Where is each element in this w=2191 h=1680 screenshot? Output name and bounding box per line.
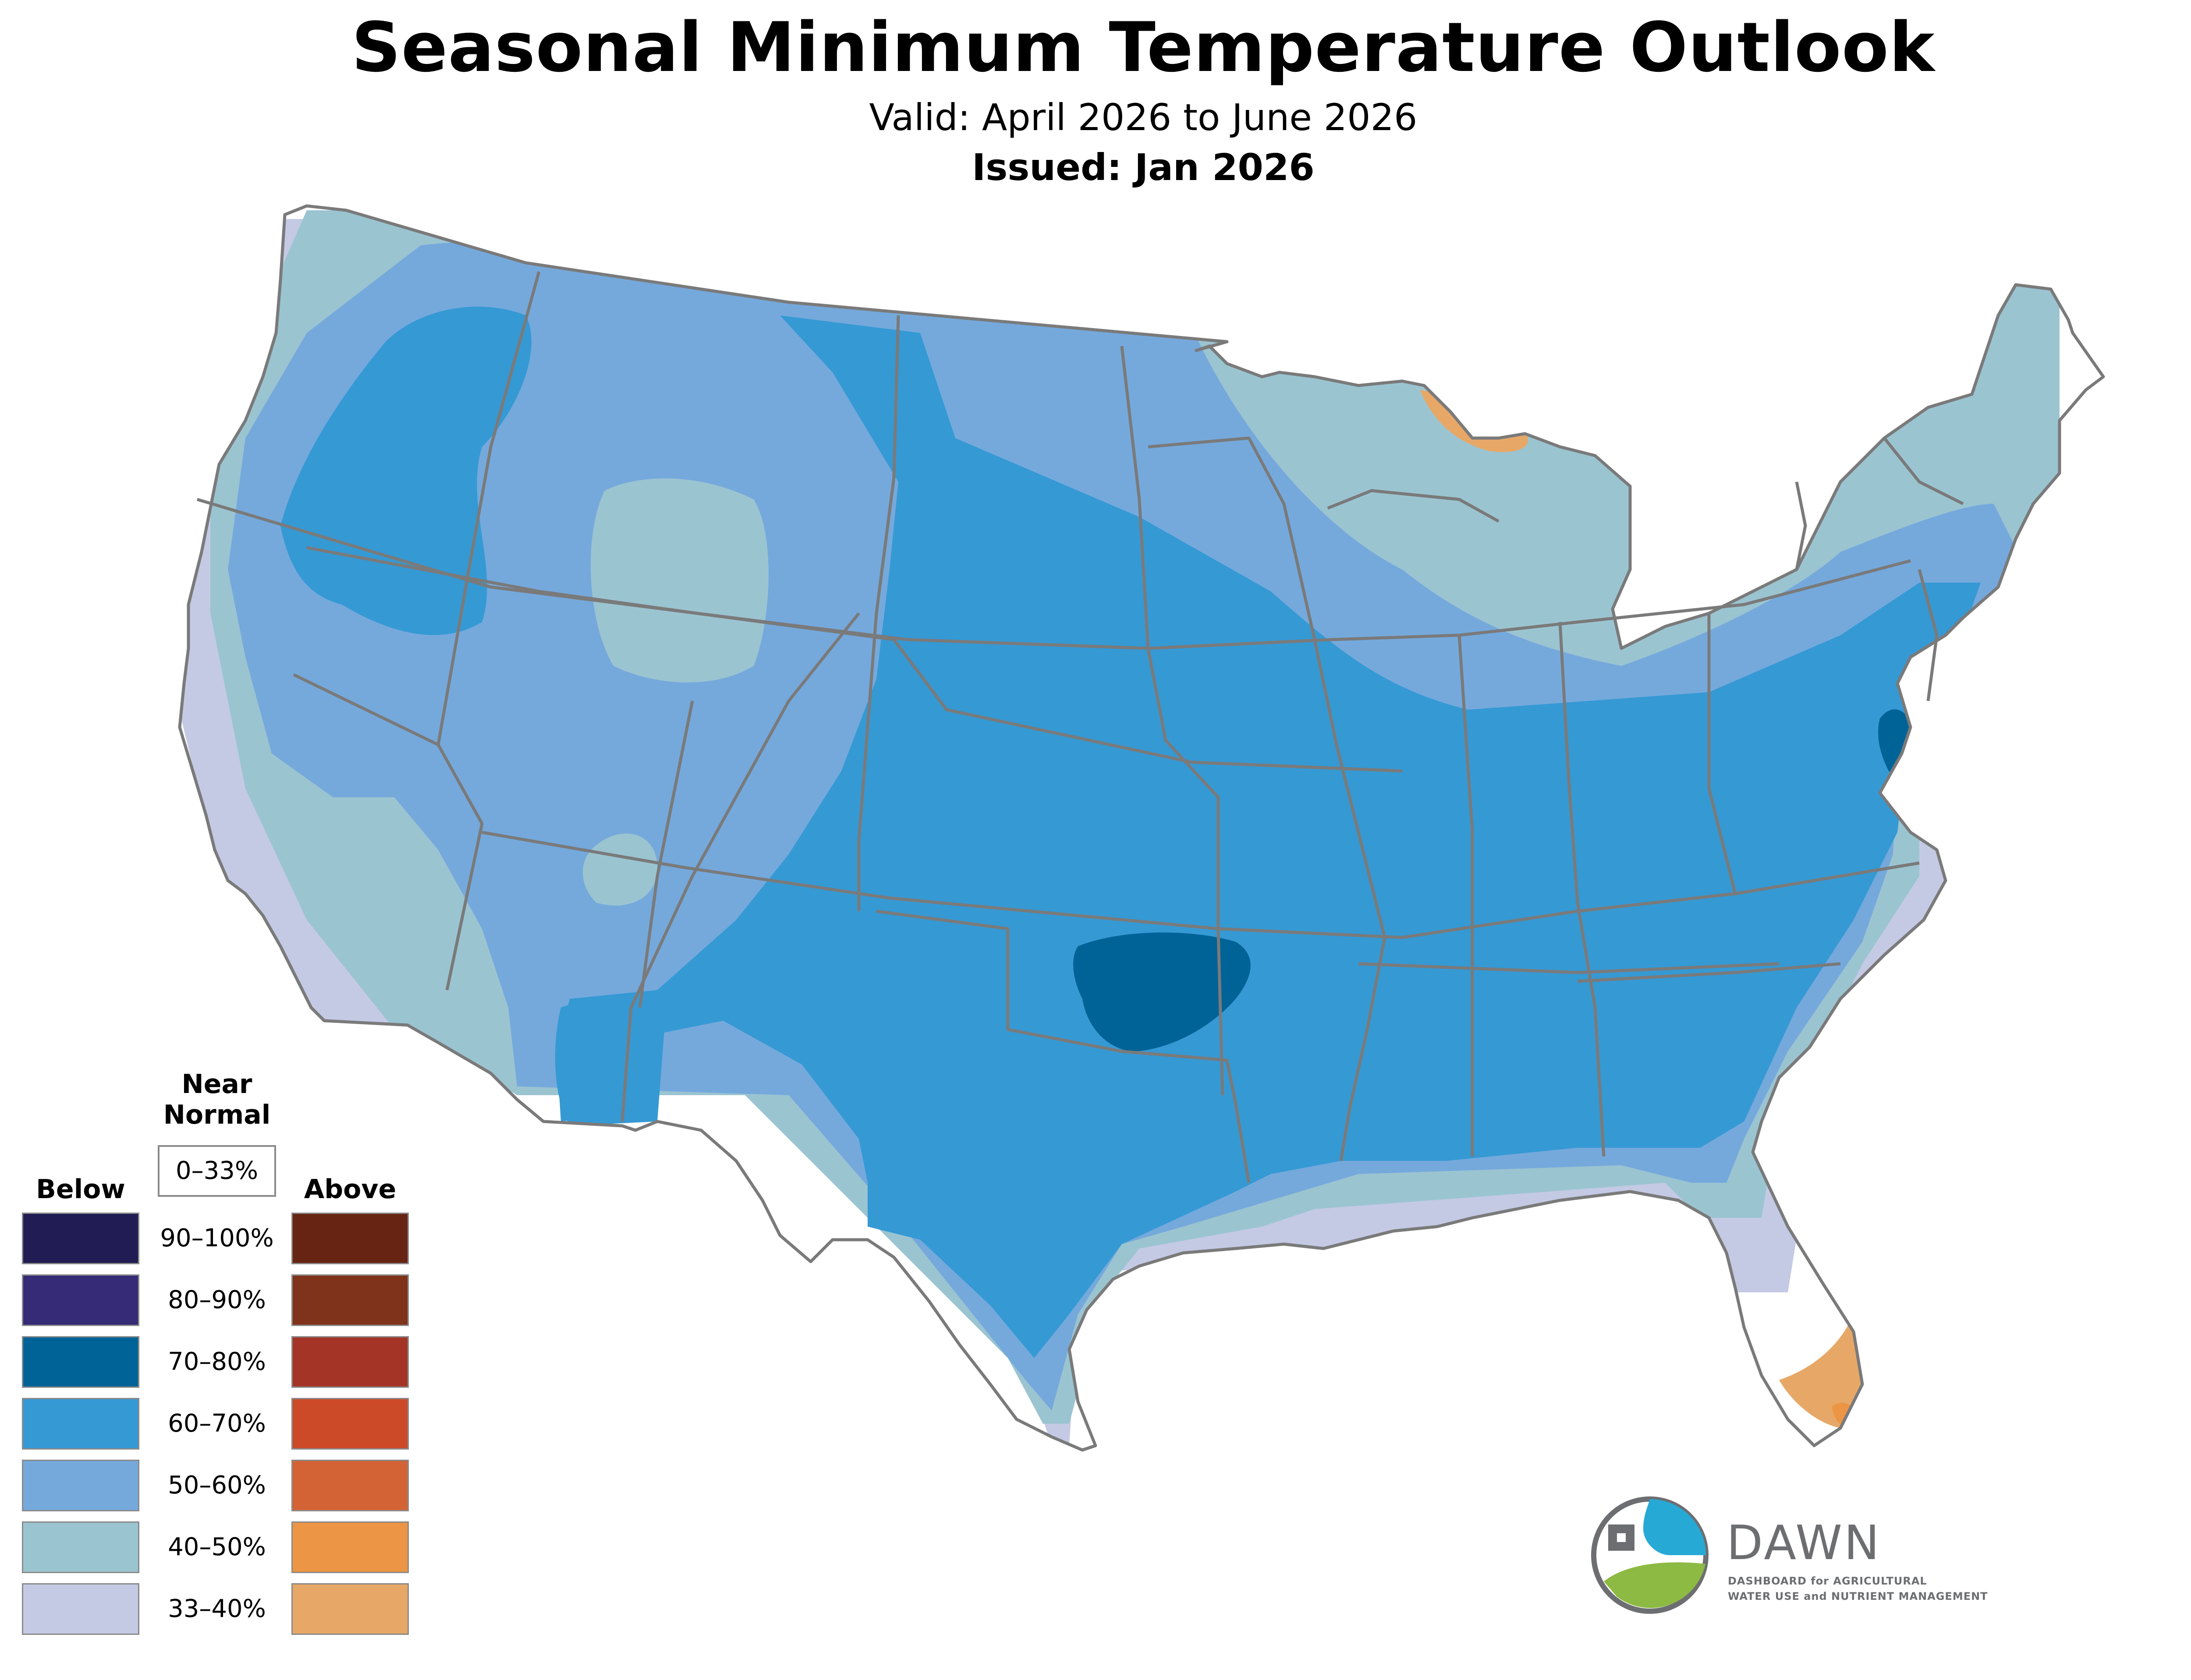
legend-range-60-70: 60–70%: [168, 1409, 266, 1438]
legend-below-swatch-50-60: [22, 1460, 139, 1511]
legend-range-90-100: 90–100%: [160, 1224, 274, 1252]
zone-wyoming-40-50: [590, 478, 769, 683]
logo-tagline-1: DASHBOARD for AGRICULTURAL: [1728, 1575, 1927, 1587]
valid-period: Valid: April 2026 to June 2026: [869, 96, 1418, 139]
legend-range-80-90: 80–90%: [168, 1286, 266, 1314]
dawn-logo: DAWN DASHBOARD for AGRICULTURAL WATER US…: [1591, 1489, 2029, 1621]
legend-near-normal-heading-line1: Near: [181, 1069, 252, 1100]
legend: Below Near Normal 0–33% Above 90–100% 80…: [0, 0, 438, 1680]
legend-range-33-40: 33–40%: [168, 1595, 266, 1623]
state-borders: [180, 206, 2103, 1450]
logo-tagline-2: WATER USE and NUTRIENT MANAGEMENT: [1728, 1590, 1988, 1602]
legend-above-heading: Above: [304, 1174, 397, 1205]
issued-date: Issued: Jan 2026: [972, 146, 1315, 189]
legend-above-swatch-33-40: [291, 1583, 409, 1635]
legend-below-heading: Below: [36, 1174, 125, 1205]
legend-above-swatch-50-60: [291, 1460, 409, 1511]
zone-central-60-70: [557, 315, 1981, 1358]
legend-below-swatch-40-50: [22, 1521, 139, 1573]
zone-oklahoma-70-80: [1073, 932, 1251, 1051]
legend-below-swatch-70-80: [22, 1336, 139, 1388]
legend-below-swatch-60-70: [22, 1398, 139, 1450]
zone-southwest-60-70: [555, 997, 666, 1126]
legend-above-swatch-80-90: [291, 1274, 409, 1326]
title-block: Seasonal Minimum Temperature Outlook Val…: [0, 0, 2191, 186]
legend-below-swatch-80-90: [22, 1274, 139, 1326]
zone-florida-above: [1779, 1323, 1862, 1429]
legend-near-normal-heading-line2: Normal: [163, 1100, 271, 1130]
legend-above-swatch-70-80: [291, 1336, 409, 1388]
logo-wordmark: DAWN: [1727, 1516, 1881, 1570]
dawn-emblem-icon: [1591, 1496, 1709, 1614]
legend-range-70-80: 70–80%: [168, 1348, 266, 1376]
legend-range-50-60: 50–60%: [168, 1471, 266, 1500]
legend-above-swatch-90-100: [291, 1213, 409, 1264]
page-title: Seasonal Minimum Temperature Outlook: [351, 7, 1935, 87]
legend-below-swatch-33-40: [22, 1583, 139, 1635]
legend-above-swatch-40-50: [291, 1521, 409, 1573]
legend-below-swatch-90-100: [22, 1213, 139, 1264]
probability-shading: [180, 210, 2060, 1446]
legend-near-normal-range: 0–33%: [158, 1145, 276, 1197]
legend-range-40-50: 40–50%: [168, 1533, 266, 1561]
legend-above-swatch-60-70: [291, 1398, 409, 1450]
